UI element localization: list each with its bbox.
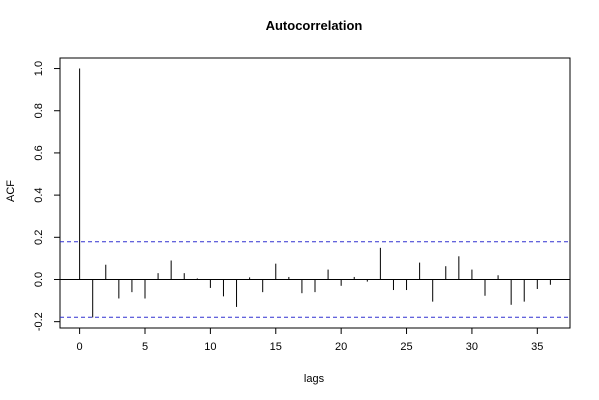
y-tick-label: 1.0 — [33, 61, 45, 76]
y-tick-label: 0.6 — [33, 145, 45, 160]
x-tick-label: 0 — [77, 341, 83, 353]
x-tick-label: 35 — [531, 341, 543, 353]
x-tick-label: 5 — [142, 341, 148, 353]
plot-area: 0 5 10 15 20 25 30 35 -0.2 0.0 0.2 0.4 0.6 0.8 1.0 — [33, 57, 571, 353]
x-tick-label: 20 — [335, 341, 347, 353]
y-tick-label: -0.2 — [33, 312, 45, 331]
y-axis-label: ACF — [5, 180, 17, 202]
y-tick-label: 0.0 — [33, 272, 45, 287]
x-tick-label: 25 — [400, 341, 412, 353]
y-tick-label: 0.2 — [33, 230, 45, 245]
x-tick-label: 30 — [466, 341, 478, 353]
x-axis-label: lags — [304, 373, 325, 385]
x-tick-label: 15 — [270, 341, 282, 353]
chart-title: Autocorrelation — [266, 18, 363, 33]
x-tick-label: 10 — [204, 341, 216, 353]
y-tick-label: 0.8 — [33, 103, 45, 118]
y-tick-label: 0.4 — [33, 187, 45, 202]
